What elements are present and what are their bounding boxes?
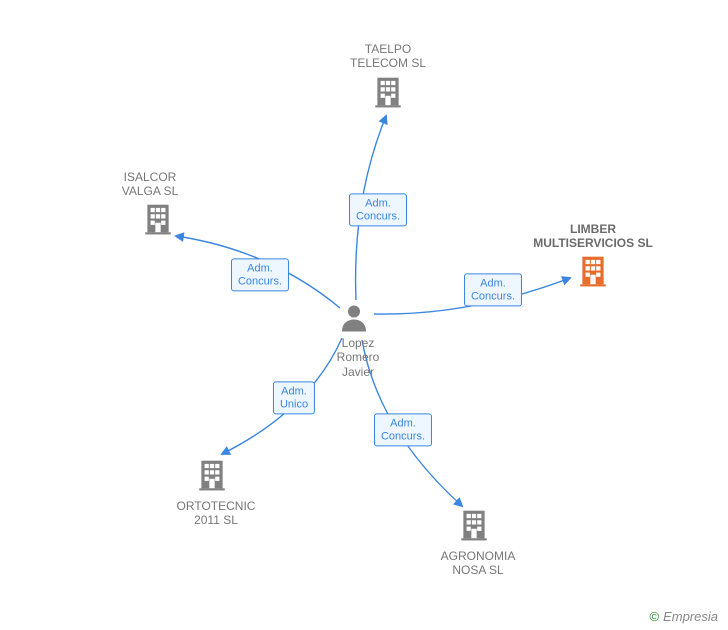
person-icon (338, 321, 370, 338)
edge-taelpo (356, 116, 386, 300)
node-label-agronomia: AGRONOMIA NOSA SL (441, 549, 516, 578)
center-node-label: Lopez Romero Javier (337, 336, 380, 379)
node-isalcor[interactable] (141, 202, 175, 241)
network-diagram: Lopez Romero Javier TAELPO TELECOM SL LI… (0, 0, 728, 630)
building-icon (195, 479, 229, 496)
center-node-person[interactable] (338, 302, 370, 339)
edge-label-agronomia: Adm. Concurs. (374, 413, 432, 446)
edge-label-taelpo: Adm. Concurs. (349, 193, 407, 226)
building-icon (371, 96, 405, 113)
edge-label-limber: Adm. Concurs. (464, 273, 522, 306)
edge-agronomia (362, 340, 462, 506)
attribution-text: Empresia (663, 609, 718, 624)
edge-limber (374, 278, 570, 314)
building-icon (141, 223, 175, 240)
edge-label-ortotecnic: Adm. Unico (273, 381, 315, 414)
node-label-limber: LIMBER MULTISERVICIOS SL (533, 222, 653, 251)
edge-isalcor (176, 236, 340, 308)
building-icon (457, 529, 491, 546)
node-taelpo[interactable] (371, 75, 405, 114)
node-ortotecnic[interactable] (195, 458, 229, 497)
edge-ortotecnic (222, 338, 342, 454)
node-limber[interactable] (576, 254, 610, 293)
node-label-taelpo: TAELPO TELECOM SL (350, 42, 426, 71)
edge-label-isalcor: Adm. Concurs. (231, 258, 289, 291)
building-icon (576, 275, 610, 292)
node-label-isalcor: ISALCOR VALGA SL (122, 170, 178, 199)
node-agronomia[interactable] (457, 508, 491, 547)
attribution: © Empresia (649, 609, 718, 624)
node-label-ortotecnic: ORTOTECNIC 2011 SL (177, 499, 256, 528)
copyright-symbol: © (649, 609, 659, 624)
